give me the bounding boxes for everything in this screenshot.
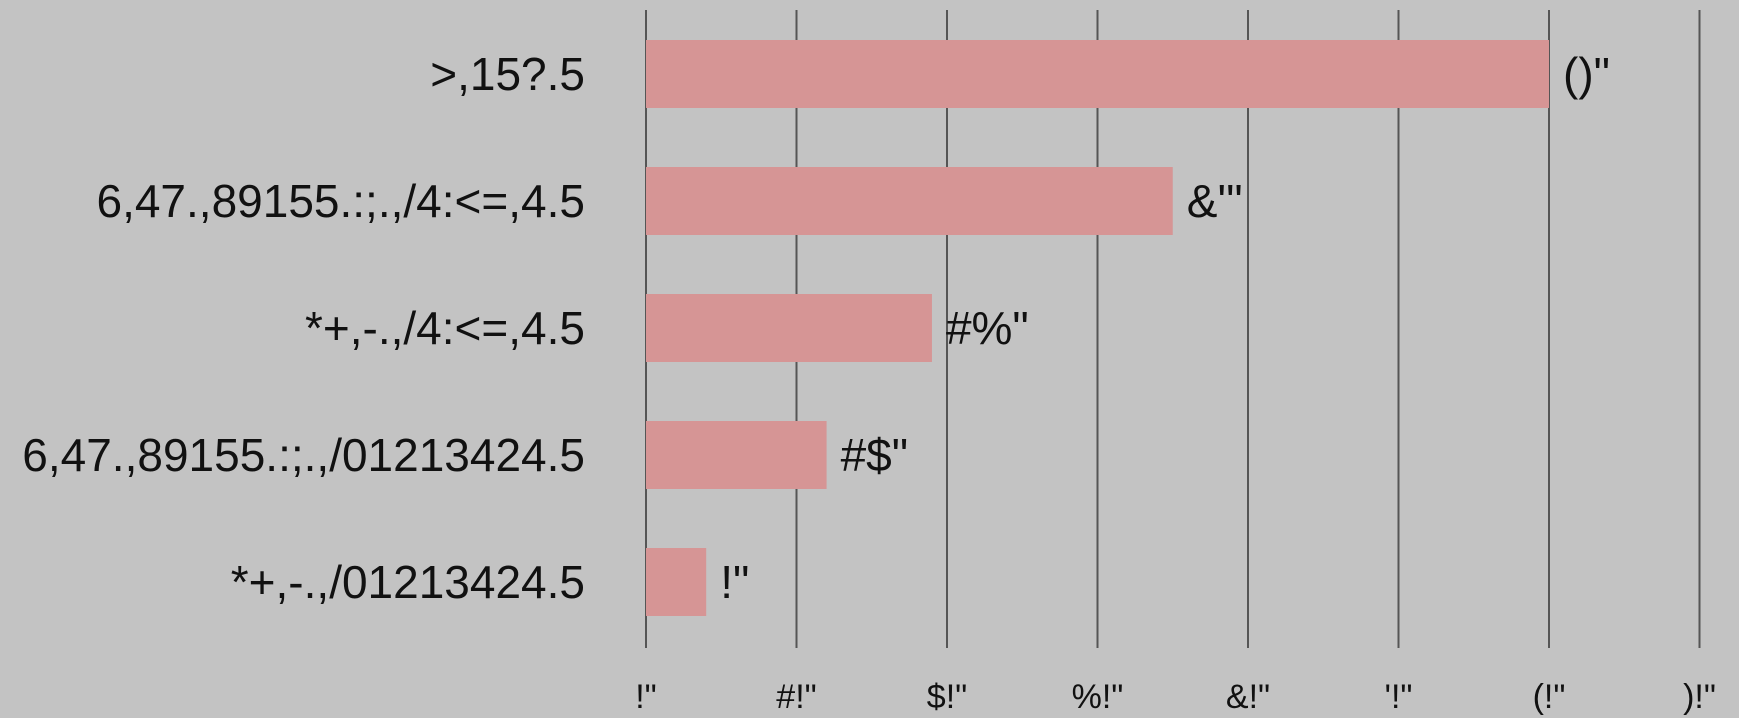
category-label-3: 6,47.,89155.:;.,/01213424.5: [22, 429, 585, 481]
x-tick-label-0: !": [635, 678, 657, 716]
bar-0: [646, 40, 1549, 108]
x-tick-label-4: &!": [1226, 678, 1270, 716]
value-label-3: #$": [841, 429, 909, 481]
bars: [646, 40, 1549, 616]
category-label-2: *+,-.,/4:<=,4.5: [305, 302, 585, 354]
bar-2: [646, 294, 932, 362]
category-label-1: 6,47.,89155.:;.,/4:<=,4.5: [96, 175, 585, 227]
x-tick-label-2: $!": [927, 678, 967, 716]
value-label-0: ()": [1563, 48, 1610, 100]
gridlines: [645, 10, 1701, 648]
value-label-1: &'": [1187, 175, 1243, 227]
category-label-4: *+,-.,/01213424.5: [231, 556, 585, 608]
x-tick-label-3: %!": [1072, 678, 1124, 716]
labels: !" #!" $!" %!" &!" '!" (!" )!" >,15?.5 ()" 6,47.,8…: [22, 48, 1716, 716]
category-label-0: >,15?.5: [430, 48, 585, 100]
x-tick-label-1: #!": [776, 678, 816, 716]
x-tick-label-7: )!": [1683, 678, 1716, 716]
bar-1: [646, 167, 1173, 235]
value-label-4: !": [720, 556, 749, 608]
bar-4: [646, 548, 707, 616]
bar-3: [646, 421, 827, 489]
x-tick-label-5: '!": [1384, 678, 1412, 716]
value-label-2: #%": [946, 302, 1029, 354]
x-tick-label-6: (!": [1533, 678, 1566, 716]
